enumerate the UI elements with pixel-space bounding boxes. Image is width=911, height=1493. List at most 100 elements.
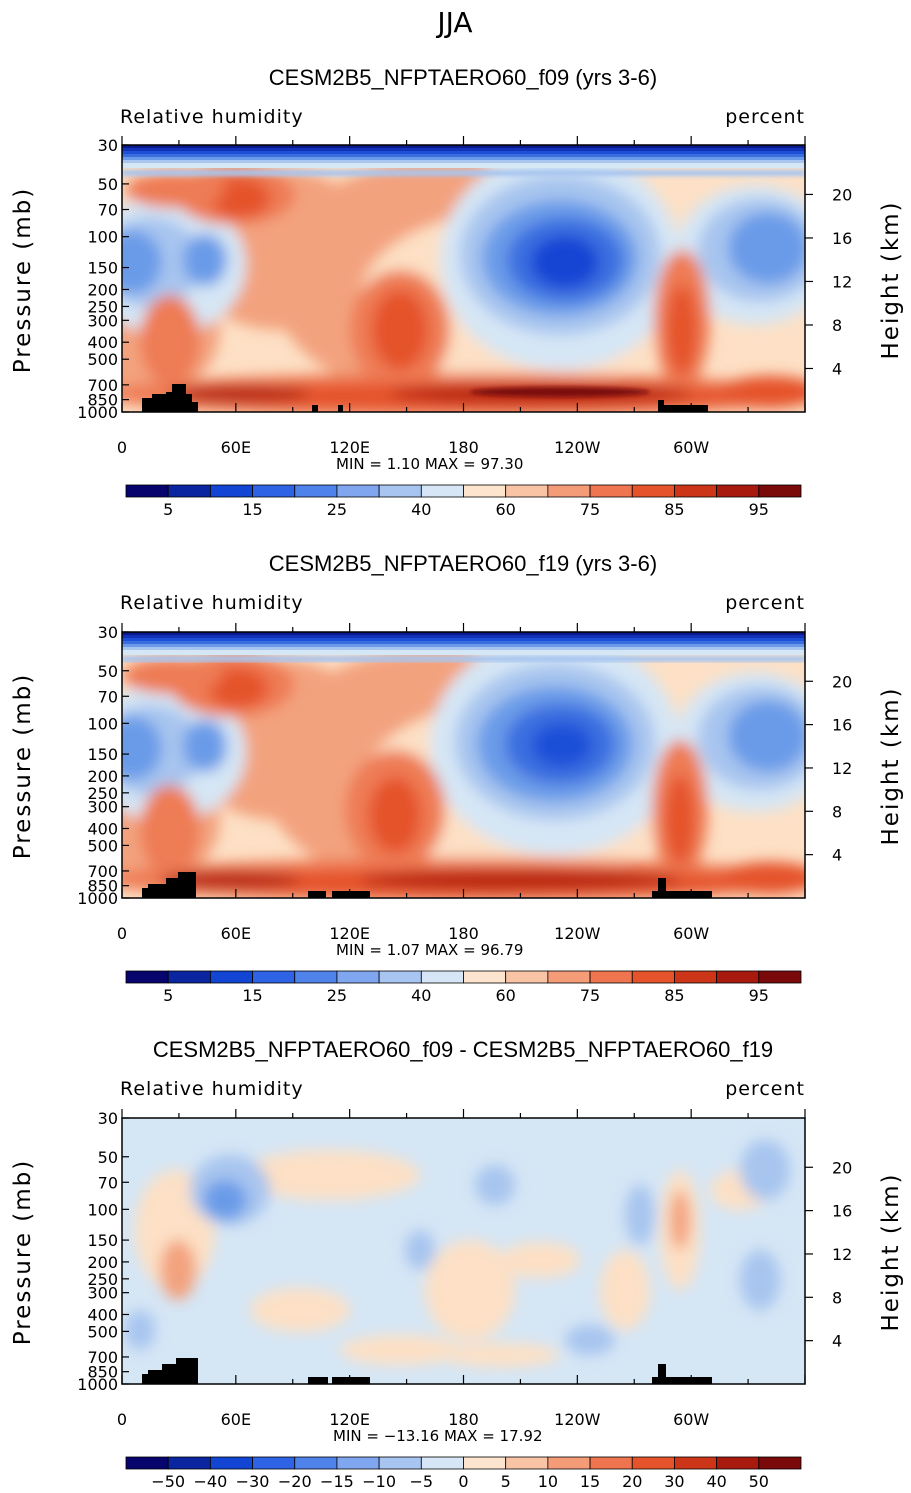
colorbar-box: [125, 1456, 169, 1470]
colorbar-label: −50: [151, 1472, 185, 1491]
topography-mask: [142, 384, 198, 412]
height-tick-label: 4: [832, 1332, 842, 1351]
pressure-tick-label: 300: [87, 798, 118, 817]
pressure-tick-label: 500: [87, 1322, 118, 1341]
colorbar-box: [252, 970, 296, 984]
longitude-ticks: 0 60E 120E 180 120W 60W: [117, 1109, 806, 1429]
colorbar-label: 40: [706, 1472, 726, 1491]
contour-field: [122, 632, 805, 898]
pressure-tick-label: 150: [87, 1231, 118, 1250]
colorbar-box: [378, 970, 422, 984]
longitude-tick-label: 180: [448, 924, 479, 943]
colorbar-label: 25: [327, 500, 347, 519]
pressure-tick-label: 400: [87, 1305, 118, 1324]
colorbar-label: 85: [664, 986, 684, 1005]
pressure-tick-label: 200: [87, 1253, 118, 1272]
colorbar-label: 5: [163, 986, 173, 1005]
colorbar-box: [125, 484, 169, 498]
pressure-tick-label: 100: [87, 1200, 118, 1219]
min-max-label: MIN = −13.16 MAX = 17.92: [333, 1427, 543, 1445]
colorbar-label: 15: [242, 500, 262, 519]
colorbar-label: 60: [496, 986, 516, 1005]
pressure-tick-label: 1000: [77, 403, 118, 422]
colorbar-box: [463, 1456, 507, 1470]
colorbar-box: [631, 484, 675, 498]
colorbar-box: [378, 1456, 422, 1470]
colorbar-label: 5: [501, 1472, 511, 1491]
colorbar-box: [420, 970, 464, 984]
colorbar-box: [674, 970, 718, 984]
y-axis-label-right: Height (km): [878, 686, 904, 845]
colorbar-box: [716, 1456, 760, 1470]
longitude-tick-label: 120E: [329, 438, 370, 457]
pressure-tick-label: 200: [87, 767, 118, 786]
colorbar: −50 −40 −30 −20 −15 −10 −5 0 5 10 15 20 30 40 50: [125, 1456, 802, 1491]
colorbar-box: [631, 970, 675, 984]
longitude-tick-label: 180: [448, 1410, 479, 1429]
colorbar: 5 15 25 40 60 75 85 95: [125, 484, 802, 519]
pressure-tick-label: 50: [98, 1148, 118, 1167]
colorbar-label: 85: [664, 500, 684, 519]
colorbar-box: [336, 1456, 380, 1470]
height-tick-label: 8: [832, 802, 842, 821]
pressure-tick-label: 50: [98, 175, 118, 194]
pressure-tick-label: 150: [87, 259, 118, 278]
colorbar-label: 75: [580, 500, 600, 519]
height-tick-label: 4: [832, 359, 842, 378]
pressure-tick-label: 1000: [77, 1375, 118, 1394]
pressure-tick-label: 250: [87, 297, 118, 316]
pressure-tick-label: 30: [98, 623, 118, 642]
colorbar-label: 95: [749, 986, 769, 1005]
colorbar-box: [505, 1456, 549, 1470]
colorbar-box: [167, 970, 211, 984]
pressure-tick-label: 500: [87, 836, 118, 855]
topography-mask: [652, 1364, 712, 1384]
height-tick-label: 16: [832, 716, 852, 735]
colorbar-box: [294, 1456, 338, 1470]
colorbar-box: [463, 484, 507, 498]
longitude-tick-label: 0: [117, 438, 127, 457]
colorbar-label: −15: [320, 1472, 354, 1491]
colorbar-box: [209, 484, 253, 498]
colorbar-label: 20: [622, 1472, 642, 1491]
colorbar-box: [209, 970, 253, 984]
pressure-tick-label: 700: [87, 376, 118, 395]
colorbar-label: 40: [411, 986, 431, 1005]
y-axis-label-left: Pressure (mb): [10, 1159, 36, 1345]
colorbar-box: [674, 1456, 718, 1470]
colorbar-box: [505, 970, 549, 984]
variable-label: Relative humidity: [120, 1078, 304, 1100]
longitude-tick-label: 60W: [673, 1410, 709, 1429]
colorbar: 5 15 25 40 60 75 85 95: [125, 970, 802, 1005]
units-label: percent: [725, 1078, 805, 1100]
colorbar-box: [758, 1456, 802, 1470]
colorbar-box: [505, 484, 549, 498]
y-axis-label-right: Height (km): [878, 200, 904, 359]
colorbar-label: 5: [163, 500, 173, 519]
height-tick-label: 12: [832, 272, 852, 291]
longitude-tick-label: 60W: [673, 924, 709, 943]
colorbar-label: −10: [362, 1472, 396, 1491]
height-tick-label: 16: [832, 229, 852, 248]
height-tick-label: 12: [832, 759, 852, 778]
longitude-tick-label: 60E: [221, 438, 251, 457]
y-axis-label-left: Pressure (mb): [10, 673, 36, 859]
height-ticks: 20 16 12 8 4: [805, 672, 852, 865]
topography-mask: [308, 1377, 328, 1384]
season-title: JJA: [435, 6, 472, 39]
variable-label: Relative humidity: [120, 592, 304, 614]
height-ticks: 20 16 12 8 4: [805, 1158, 852, 1351]
longitude-tick-label: 120E: [329, 924, 370, 943]
contour-field: [122, 1118, 805, 1384]
pressure-tick-label: 700: [87, 1348, 118, 1367]
colorbar-label: −30: [236, 1472, 270, 1491]
colorbar-label: 30: [664, 1472, 684, 1491]
longitude-tick-label: 0: [117, 924, 127, 943]
colorbar-box: [547, 1456, 591, 1470]
colorbar-box: [252, 484, 296, 498]
topography-mask: [312, 405, 318, 412]
longitude-tick-label: 120W: [554, 1410, 601, 1429]
